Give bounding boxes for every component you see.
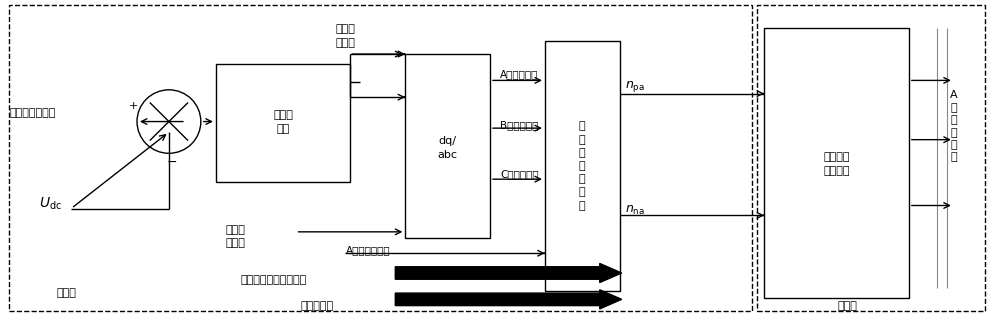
Bar bbox=[757, 5, 985, 311]
Text: dq/
abc: dq/ abc bbox=[438, 136, 458, 160]
FancyArrow shape bbox=[395, 290, 622, 309]
Text: 充放电状态: 充放电状态 bbox=[301, 301, 334, 311]
FancyArrow shape bbox=[395, 264, 622, 283]
Bar bbox=[545, 41, 620, 291]
Bar bbox=[764, 28, 909, 298]
Text: 子模块直流侧电压信息: 子模块直流侧电压信息 bbox=[241, 275, 307, 285]
Text: 电压控
制器: 电压控 制器 bbox=[273, 110, 293, 133]
Bar bbox=[405, 54, 490, 238]
Text: 相控级: 相控级 bbox=[837, 301, 857, 311]
Text: A相电流给定: A相电流给定 bbox=[500, 69, 538, 79]
Text: A
相
触
发
脉
冲: A 相 触 发 脉 冲 bbox=[950, 91, 958, 162]
Text: $n_{\mathrm{pa}}$: $n_{\mathrm{pa}}$ bbox=[625, 79, 645, 95]
Text: −: − bbox=[167, 156, 177, 169]
Text: 有功电
流给定: 有功电 流给定 bbox=[335, 24, 355, 47]
Text: $U_{\mathrm{dc}}$: $U_{\mathrm{dc}}$ bbox=[39, 196, 62, 212]
Text: $n_{\mathrm{na}}$: $n_{\mathrm{na}}$ bbox=[625, 204, 645, 217]
Text: 无功电
流给定: 无功电 流给定 bbox=[226, 225, 246, 248]
Text: 系统级: 系统级 bbox=[56, 288, 76, 298]
Text: +: + bbox=[129, 101, 139, 111]
Text: A相电流测量值: A相电流测量值 bbox=[345, 245, 390, 255]
Bar bbox=[216, 64, 350, 183]
Bar bbox=[9, 5, 752, 311]
Text: 模
型
预
测
控
制
器: 模 型 预 测 控 制 器 bbox=[579, 122, 586, 210]
Text: B相电流给定: B相电流给定 bbox=[500, 120, 538, 130]
Text: C相电流给定: C相电流给定 bbox=[500, 169, 539, 179]
Text: 直流侧电压给定: 直流侧电压给定 bbox=[9, 108, 56, 118]
Text: 子模块电
压控制器: 子模块电 压控制器 bbox=[823, 152, 850, 176]
